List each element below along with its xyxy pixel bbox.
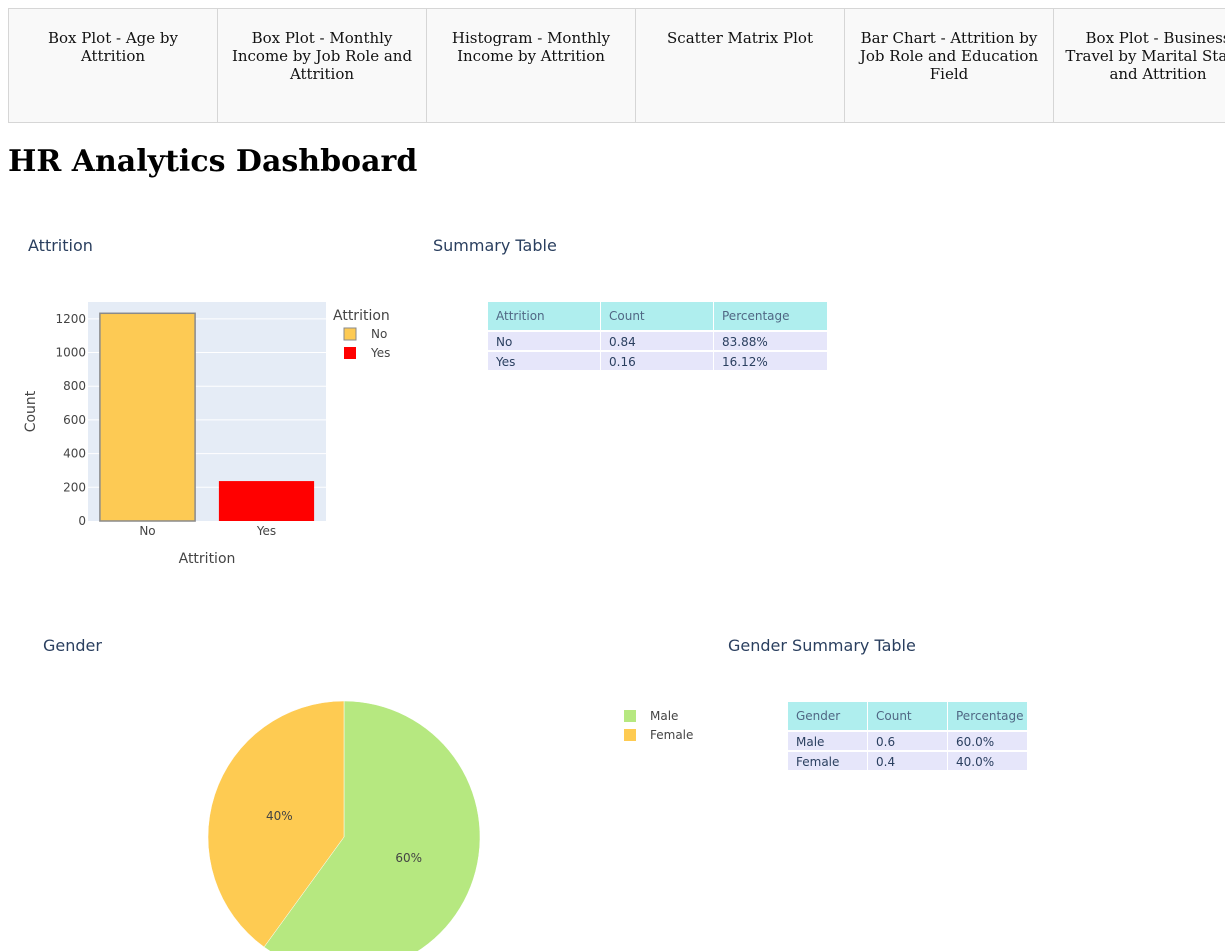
- attrition-chart-title: Attrition: [28, 236, 93, 255]
- summary-table: Attrition Count Percentage No 0.84 83.88…: [488, 302, 827, 372]
- x-axis-title: Attrition: [179, 551, 236, 567]
- summary-header-count: Count: [601, 302, 714, 330]
- y-tick-label: 600: [63, 413, 86, 427]
- legend-label-no: No: [371, 327, 387, 341]
- summary-header-attrition: Attrition: [488, 302, 601, 330]
- table-cell: Female: [788, 752, 868, 770]
- y-axis-title: Count: [23, 390, 39, 432]
- gender-table-title: Gender Summary Table: [728, 636, 916, 655]
- table-row: No 0.84 83.88%: [488, 332, 827, 352]
- table-cell: 0.4: [868, 752, 948, 770]
- tab-bar: Box Plot - Age by Attrition Box Plot - M…: [8, 8, 1225, 123]
- table-cell: 0.6: [868, 732, 948, 750]
- pie-slice-label: 60%: [395, 851, 422, 865]
- gender-pie-chart: 60% 40% Male Female: [207, 700, 693, 951]
- y-tick-label: 1000: [55, 346, 86, 360]
- legend-swatch-male: [624, 710, 636, 722]
- tab-scatter-matrix[interactable]: Scatter Matrix Plot: [636, 9, 845, 122]
- legend-swatch-yes: [344, 347, 356, 359]
- summary-header-percentage: Percentage: [722, 309, 790, 323]
- page-title: HR Analytics Dashboard: [8, 144, 418, 179]
- y-tick-label: 400: [63, 447, 86, 461]
- summary-table-title: Summary Table: [433, 236, 557, 255]
- gender-header-count: Count: [868, 702, 948, 730]
- table-cell: 0.84: [601, 332, 714, 350]
- legend-swatch-female: [624, 729, 636, 741]
- table-row: Yes 0.16 16.12%: [488, 352, 827, 372]
- tab-histogram-income[interactable]: Histogram - Monthly Income by Attrition: [427, 9, 636, 122]
- table-cell: 60.0%: [956, 735, 995, 749]
- table-cell: Yes: [488, 352, 601, 370]
- tab-bar-chart-job-role-education[interactable]: Bar Chart - Attrition by Job Role and Ed…: [845, 9, 1054, 122]
- table-cell: 40.0%: [956, 755, 995, 769]
- attrition-bar-chart: 0 200 400 600 800 1000 1200 No Yes Attrition Count…: [23, 302, 390, 567]
- y-tick-label: 200: [63, 480, 86, 494]
- tab-box-plot-income-job-role[interactable]: Box Plot - Monthly Income by Job Role an…: [218, 9, 427, 122]
- summary-table-header-row: Attrition Count Percentage: [488, 302, 827, 330]
- legend-label-yes: Yes: [370, 346, 390, 360]
- bar-no: [99, 312, 196, 522]
- gender-chart-title: Gender: [43, 636, 102, 655]
- pie-slice-male: [263, 700, 481, 951]
- x-tick-label: Yes: [256, 524, 276, 538]
- table-row: Male 0.6 60.0%: [788, 732, 1027, 752]
- y-tick-label: 800: [63, 379, 86, 393]
- pie-slice-label: 40%: [266, 809, 293, 823]
- gender-summary-table: Gender Count Percentage Male 0.6 60.0% F…: [788, 702, 1027, 772]
- table-cell: 16.12%: [722, 355, 768, 369]
- table-cell: 0.16: [601, 352, 714, 370]
- gender-header-gender: Gender: [788, 702, 868, 730]
- gender-table-header-row: Gender Count Percentage: [788, 702, 1027, 730]
- tab-box-plot-age[interactable]: Box Plot - Age by Attrition: [9, 9, 218, 122]
- y-tick-label: 0: [78, 514, 86, 528]
- legend-title: Attrition: [333, 308, 390, 324]
- table-row: Female 0.4 40.0%: [788, 752, 1027, 772]
- x-tick-label: No: [139, 524, 155, 538]
- y-tick-label: 1200: [55, 312, 86, 326]
- bar-yes: [218, 481, 315, 521]
- gender-header-percentage: Percentage: [956, 709, 1024, 723]
- table-cell: 83.88%: [722, 335, 768, 349]
- legend-label-female: Female: [650, 728, 693, 742]
- legend-label-male: Male: [650, 709, 678, 723]
- table-cell: No: [488, 332, 601, 350]
- table-cell: Male: [788, 732, 868, 750]
- pie-slice-female: [207, 700, 345, 948]
- tab-box-plot-business-travel[interactable]: Box Plot - Business Travel by Marital St…: [1054, 9, 1225, 122]
- legend-swatch-no: [343, 327, 357, 341]
